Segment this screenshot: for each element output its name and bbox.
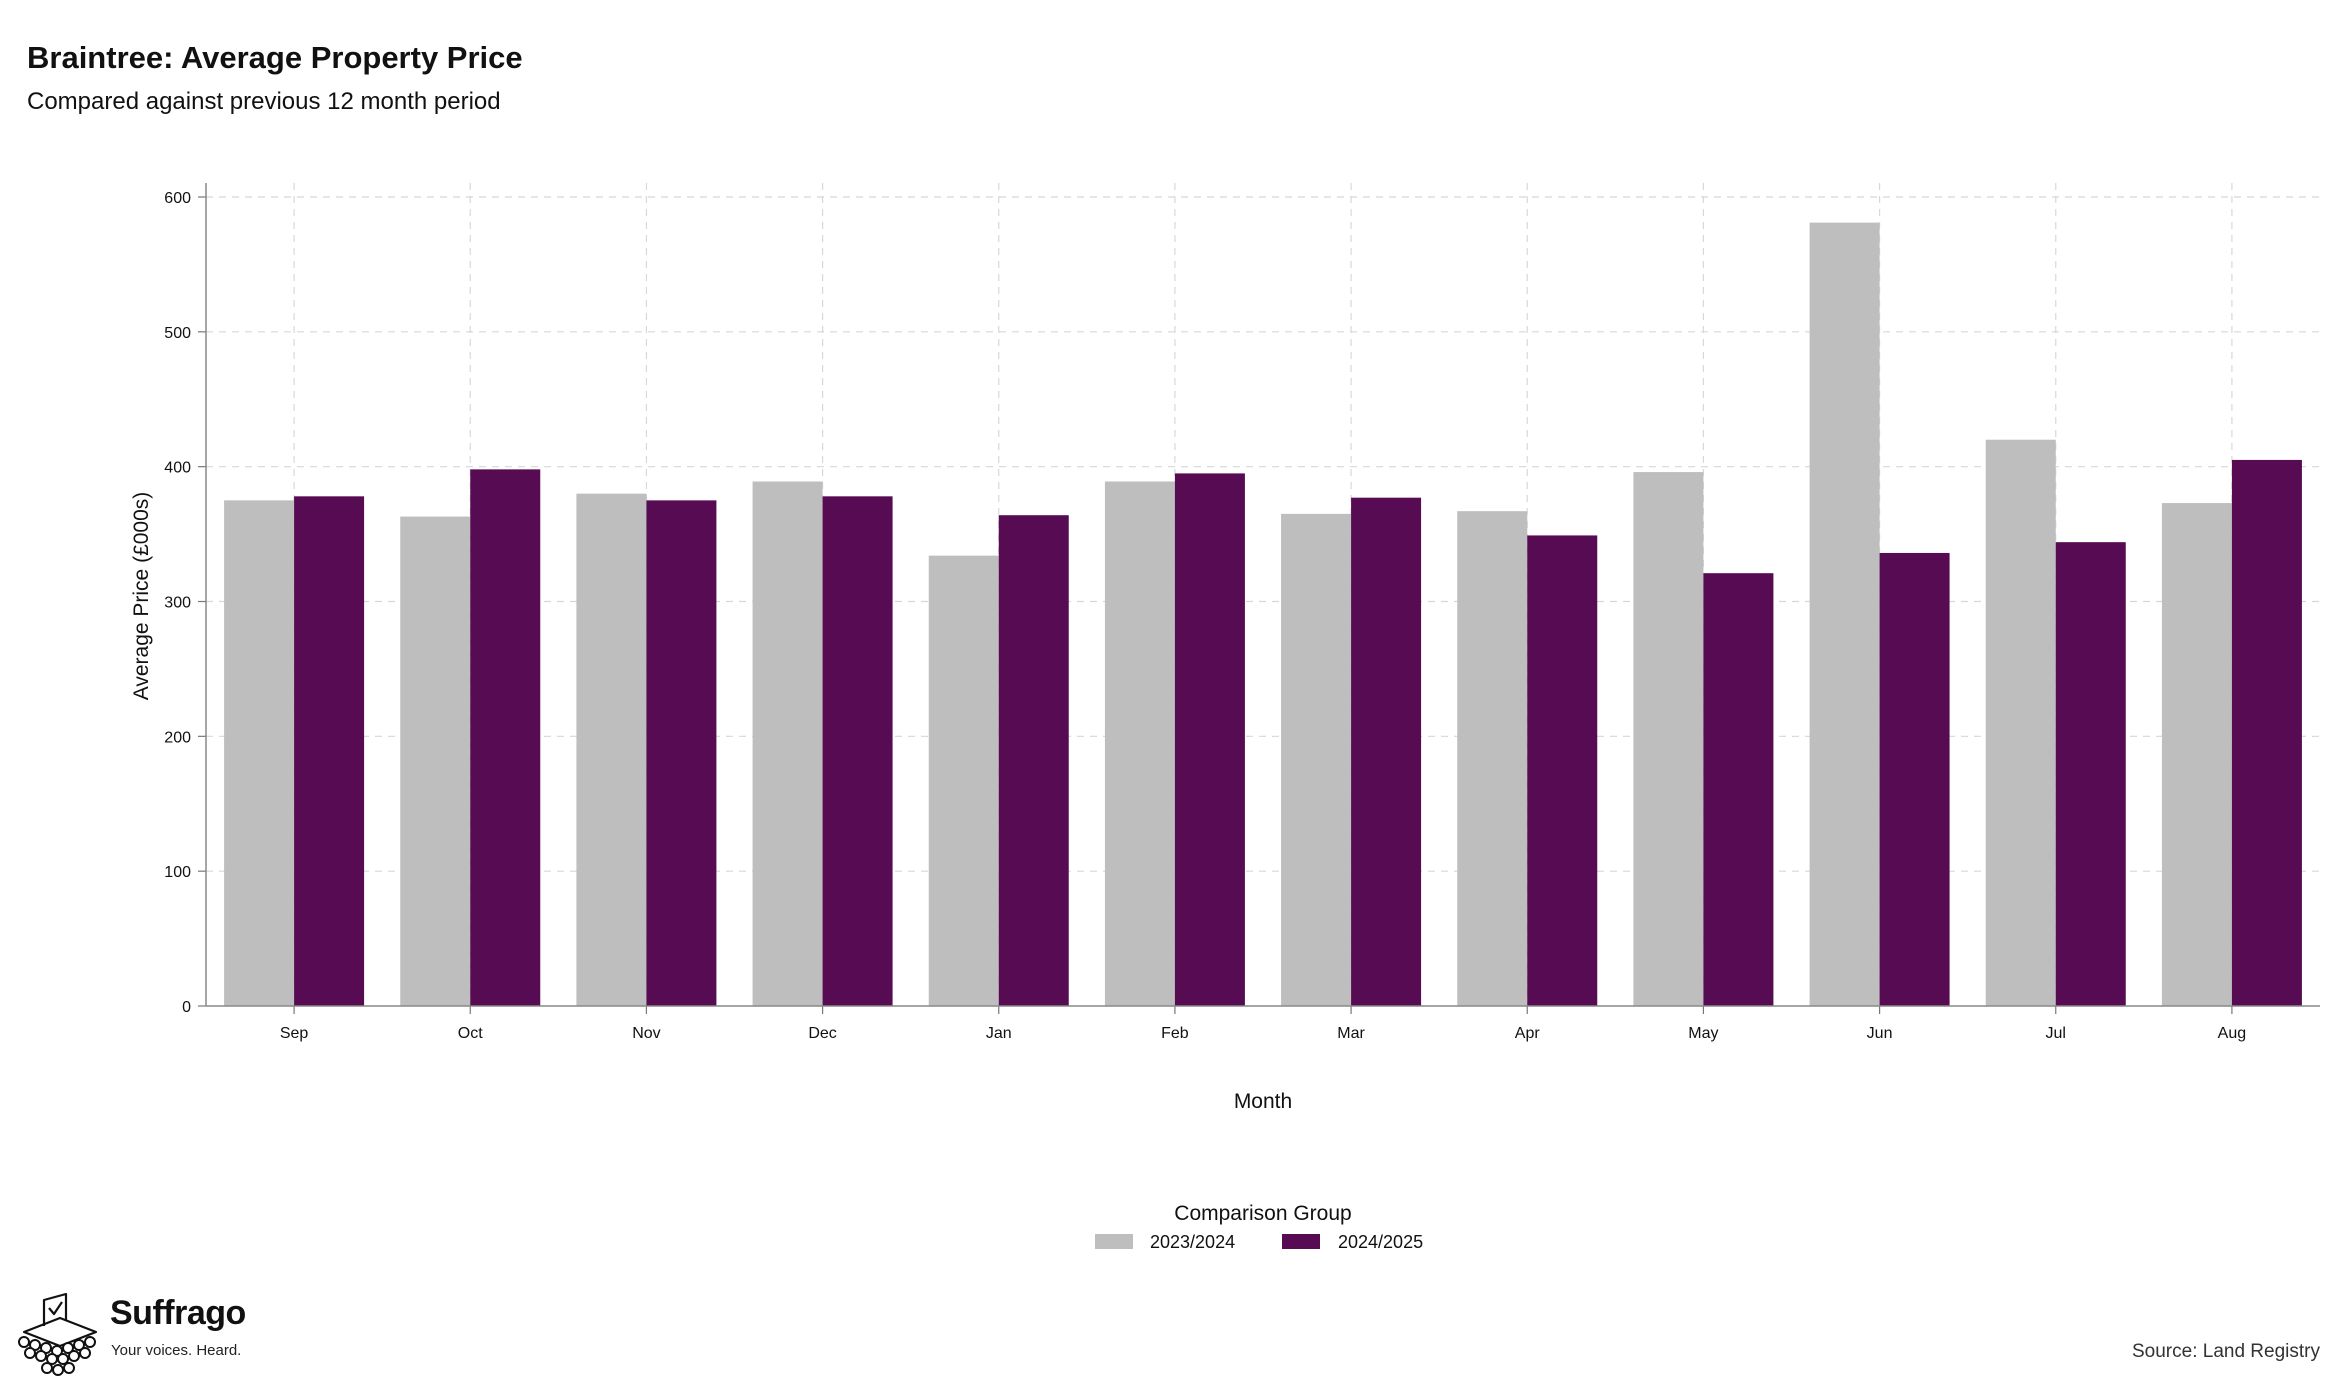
y-tick-label: 200: [164, 729, 191, 746]
bar-2023-2024-jun: [1809, 222, 1880, 1006]
bar-2023-2024-jul: [1985, 439, 2056, 1006]
bar-2024-2025-sep: [294, 496, 365, 1006]
x-tick-label: Apr: [1515, 1025, 1541, 1042]
chart-subtitle: Compared against previous 12 month perio…: [27, 88, 501, 115]
legend-swatch-2023-2024: [1095, 1234, 1133, 1249]
source-note: Source: Land Registry: [2132, 1341, 2320, 1362]
x-tick-label: Aug: [2218, 1025, 2246, 1042]
bar-2023-2024-oct: [400, 516, 471, 1006]
legend-title: Comparison Group: [1174, 1202, 1351, 1225]
brand-name: Suffrago: [110, 1294, 246, 1332]
bar-2024-2025-dec: [822, 496, 893, 1006]
suffrago-logo: Suffrago Your voices. Heard.: [14, 1292, 264, 1376]
x-tick-label: Jan: [986, 1025, 1012, 1042]
bar-2024-2025-feb: [1174, 473, 1245, 1006]
x-tick-label: Dec: [808, 1025, 836, 1042]
tick-labels: 0 100 200 300 400 500 600 Sep Oct Nov Dec Jan Feb Mar…: [164, 190, 2246, 1042]
y-tick-label: 600: [164, 190, 191, 207]
y-tick-label: 100: [164, 864, 191, 881]
legend-label-2023-2024: 2023/2024: [1150, 1232, 1235, 1252]
ballot-box-icon: [18, 1292, 98, 1376]
bar-2024-2025-nov: [646, 500, 717, 1006]
y-tick-label: 300: [164, 595, 191, 612]
legend-label-2024-2025: 2024/2025: [1338, 1232, 1423, 1252]
bar-2023-2024-dec: [752, 481, 823, 1007]
x-tick-label: May: [1688, 1025, 1718, 1042]
x-tick-label: Sep: [280, 1025, 309, 1042]
bar-2024-2025-aug: [2231, 459, 2302, 1006]
x-tick-label: Oct: [458, 1025, 483, 1042]
bar-2023-2024-may: [1633, 472, 1704, 1006]
x-tick-label: Feb: [1161, 1025, 1189, 1042]
bars: [224, 222, 2302, 1007]
bar-2024-2025-apr: [1527, 535, 1598, 1006]
x-tick-label: Jun: [1867, 1025, 1893, 1042]
legend: Comparison Group 2023/2024 2024/2025: [1095, 1202, 1423, 1252]
bar-2024-2025-jul: [2055, 542, 2126, 1006]
bar-2023-2024-jan: [928, 555, 999, 1006]
y-tick-label: 400: [164, 460, 191, 477]
brand-tagline: Your voices. Heard.: [111, 1342, 242, 1359]
x-tick-label: Mar: [1337, 1025, 1365, 1042]
bar-2024-2025-may: [1703, 573, 1774, 1006]
x-tick-label: Jul: [2046, 1025, 2066, 1042]
bar-2024-2025-jan: [998, 515, 1069, 1006]
y-axis-title: Average Price (£000s): [130, 492, 153, 701]
bar-2024-2025-jun: [1879, 552, 1950, 1006]
bar-2023-2024-sep: [224, 500, 295, 1006]
bar-2024-2025-oct: [470, 469, 541, 1006]
bar-2023-2024-mar: [1281, 513, 1352, 1006]
chart-title: Braintree: Average Property Price: [27, 40, 523, 75]
bar-2024-2025-mar: [1351, 497, 1422, 1006]
y-tick-label: 0: [182, 999, 191, 1016]
x-axis-title: Month: [1234, 1090, 1292, 1113]
bar-2023-2024-nov: [576, 493, 647, 1007]
axes: [198, 183, 2320, 1014]
bar-2023-2024-aug: [2161, 503, 2232, 1006]
x-tick-label: Nov: [632, 1025, 660, 1042]
grid-lines: [206, 183, 2320, 1006]
y-tick-label: 500: [164, 325, 191, 342]
bar-2023-2024-apr: [1457, 511, 1528, 1006]
legend-swatch-2024-2025: [1282, 1234, 1320, 1249]
bar-2023-2024-feb: [1104, 481, 1175, 1007]
